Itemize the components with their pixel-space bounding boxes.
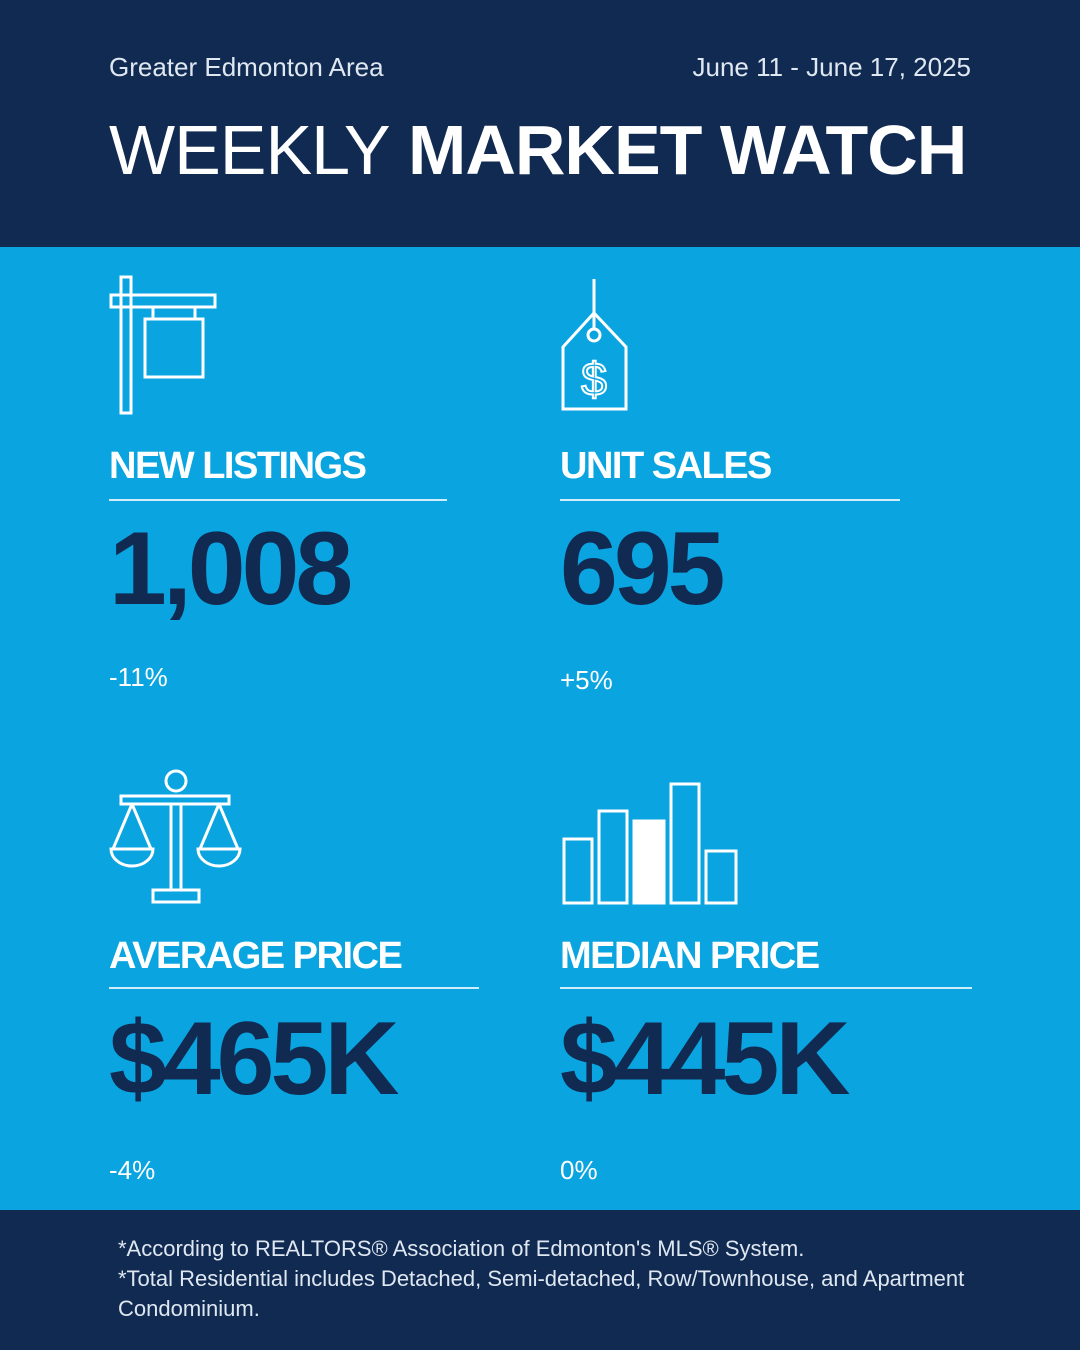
metric-change: -11% (109, 662, 168, 692)
metric-change: -4% (109, 1155, 156, 1185)
metrics-grid: NEW LISTINGS 1,008 -11% $ UNIT SALES 695… (0, 247, 1080, 1210)
divider (109, 499, 447, 501)
metric-value: $445K (560, 1001, 850, 1117)
divider (560, 499, 900, 501)
metric-value: 695 (560, 511, 726, 627)
svg-text:$: $ (581, 353, 607, 405)
title-light: WEEKLY (109, 111, 391, 189)
metric-change: +5% (560, 665, 613, 695)
scales-icon (109, 769, 244, 909)
region-label: Greater Edmonton Area (109, 52, 384, 82)
metric-label: UNIT SALES (560, 445, 772, 487)
title-bold: MARKET WATCH (408, 111, 967, 189)
date-range: June 11 - June 17, 2025 (692, 52, 971, 82)
price-tag-icon: $ (560, 277, 630, 413)
bar-chart-icon (562, 782, 740, 907)
footnote-source: *According to REALTORS® Association of E… (118, 1236, 805, 1261)
footnote-definition: *Total Residential includes Detached, Se… (118, 1266, 965, 1321)
metric-label: NEW LISTINGS (109, 445, 367, 487)
page-title: WEEKLY MARKET WATCH (109, 110, 967, 190)
metric-label: MEDIAN PRICE (560, 935, 820, 977)
divider (560, 987, 972, 989)
for-sale-sign-icon (109, 275, 219, 415)
footer: *According to REALTORS® Association of E… (0, 1210, 1080, 1350)
header: Greater Edmonton Area June 11 - June 17,… (0, 0, 1080, 247)
metric-value: $465K (109, 1001, 399, 1117)
metric-value: 1,008 (109, 511, 353, 627)
metric-change: 0% (560, 1155, 598, 1185)
divider (109, 987, 479, 989)
metric-label: AVERAGE PRICE (109, 935, 403, 977)
